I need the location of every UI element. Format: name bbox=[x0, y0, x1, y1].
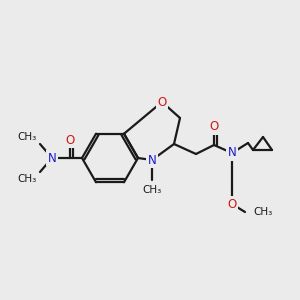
Text: CH₃: CH₃ bbox=[253, 207, 272, 217]
Text: N: N bbox=[48, 152, 56, 164]
Text: CH₃: CH₃ bbox=[18, 132, 37, 142]
Text: O: O bbox=[227, 197, 237, 211]
Text: CH₃: CH₃ bbox=[142, 185, 162, 195]
Text: N: N bbox=[228, 146, 236, 160]
Text: O: O bbox=[209, 121, 219, 134]
Text: N: N bbox=[148, 154, 156, 166]
Text: O: O bbox=[65, 134, 75, 146]
Text: CH₃: CH₃ bbox=[18, 174, 37, 184]
Text: O: O bbox=[158, 95, 166, 109]
